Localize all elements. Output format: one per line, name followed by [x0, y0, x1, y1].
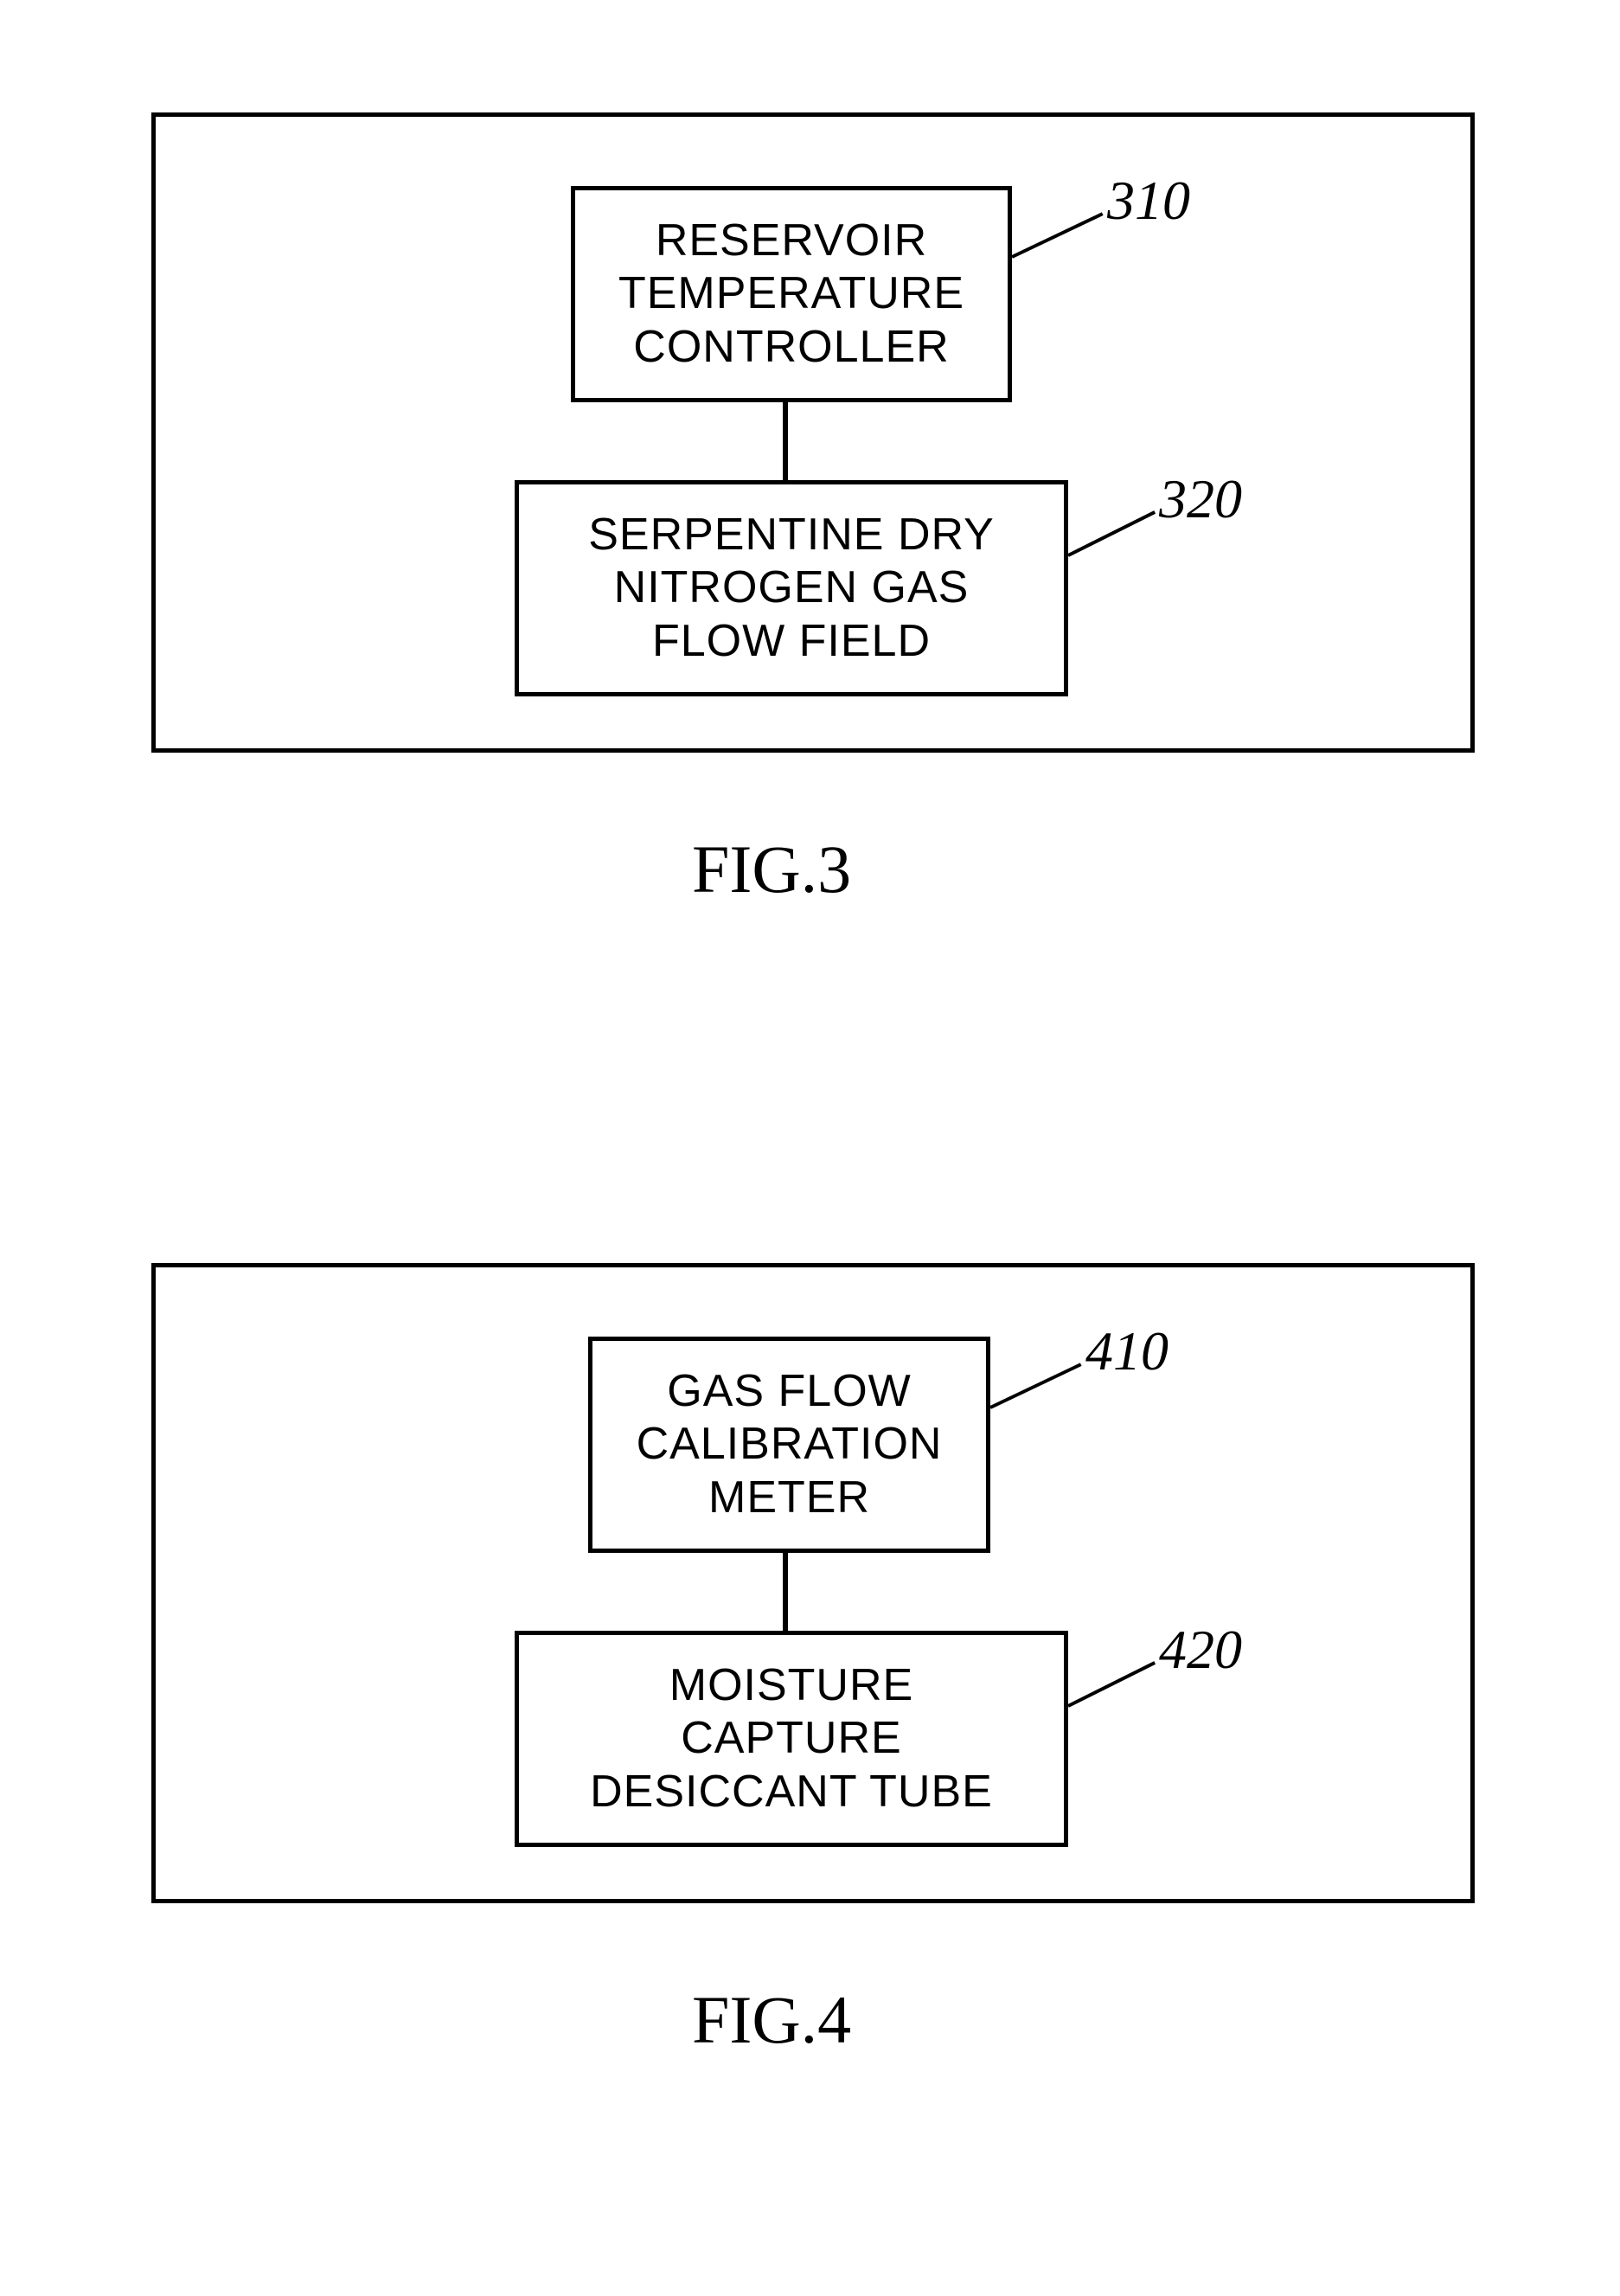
- fig4-node-gasflow-line1: GAS FLOW: [667, 1365, 911, 1418]
- fig4-node-moisture: MOISTURE CAPTURE DESICCANT TUBE: [515, 1631, 1068, 1847]
- fig4-node-moisture-line3: DESICCANT TUBE: [590, 1766, 993, 1818]
- fig3-node-reservoir-line3: CONTROLLER: [633, 321, 949, 374]
- fig4-connector: [783, 1549, 788, 1631]
- fig3-node-reservoir-line2: TEMPERATURE: [618, 267, 964, 320]
- fig4-caption: FIG.4: [692, 1981, 851, 2059]
- fig4-node-moisture-line2: CAPTURE: [681, 1712, 901, 1765]
- fig3-node-serpentine-line1: SERPENTINE DRY: [588, 509, 995, 561]
- fig3-node-reservoir-line1: RESERVOIR: [656, 215, 927, 267]
- fig4-node-gasflow: GAS FLOW CALIBRATION METER: [588, 1337, 990, 1553]
- fig3-node-serpentine: SERPENTINE DRY NITROGEN GAS FLOW FIELD: [515, 480, 1068, 696]
- fig3-node-serpentine-line2: NITROGEN GAS: [614, 561, 970, 614]
- fig4-node-gasflow-line3: METER: [708, 1472, 870, 1524]
- fig3-caption: FIG.3: [692, 831, 851, 908]
- fig3-connector: [783, 398, 788, 480]
- fig4-ref-420: 420: [1159, 1618, 1242, 1682]
- fig4-node-moisture-line1: MOISTURE: [669, 1659, 913, 1712]
- fig3-node-serpentine-line3: FLOW FIELD: [652, 615, 931, 668]
- fig4-ref-410: 410: [1085, 1319, 1169, 1383]
- fig3-node-reservoir: RESERVOIR TEMPERATURE CONTROLLER: [571, 186, 1012, 402]
- fig3-ref-320: 320: [1159, 467, 1242, 531]
- page: RESERVOIR TEMPERATURE CONTROLLER 310 SER…: [0, 0, 1620, 2296]
- fig4-node-gasflow-line2: CALIBRATION: [637, 1418, 943, 1471]
- fig3-ref-310: 310: [1107, 169, 1190, 233]
